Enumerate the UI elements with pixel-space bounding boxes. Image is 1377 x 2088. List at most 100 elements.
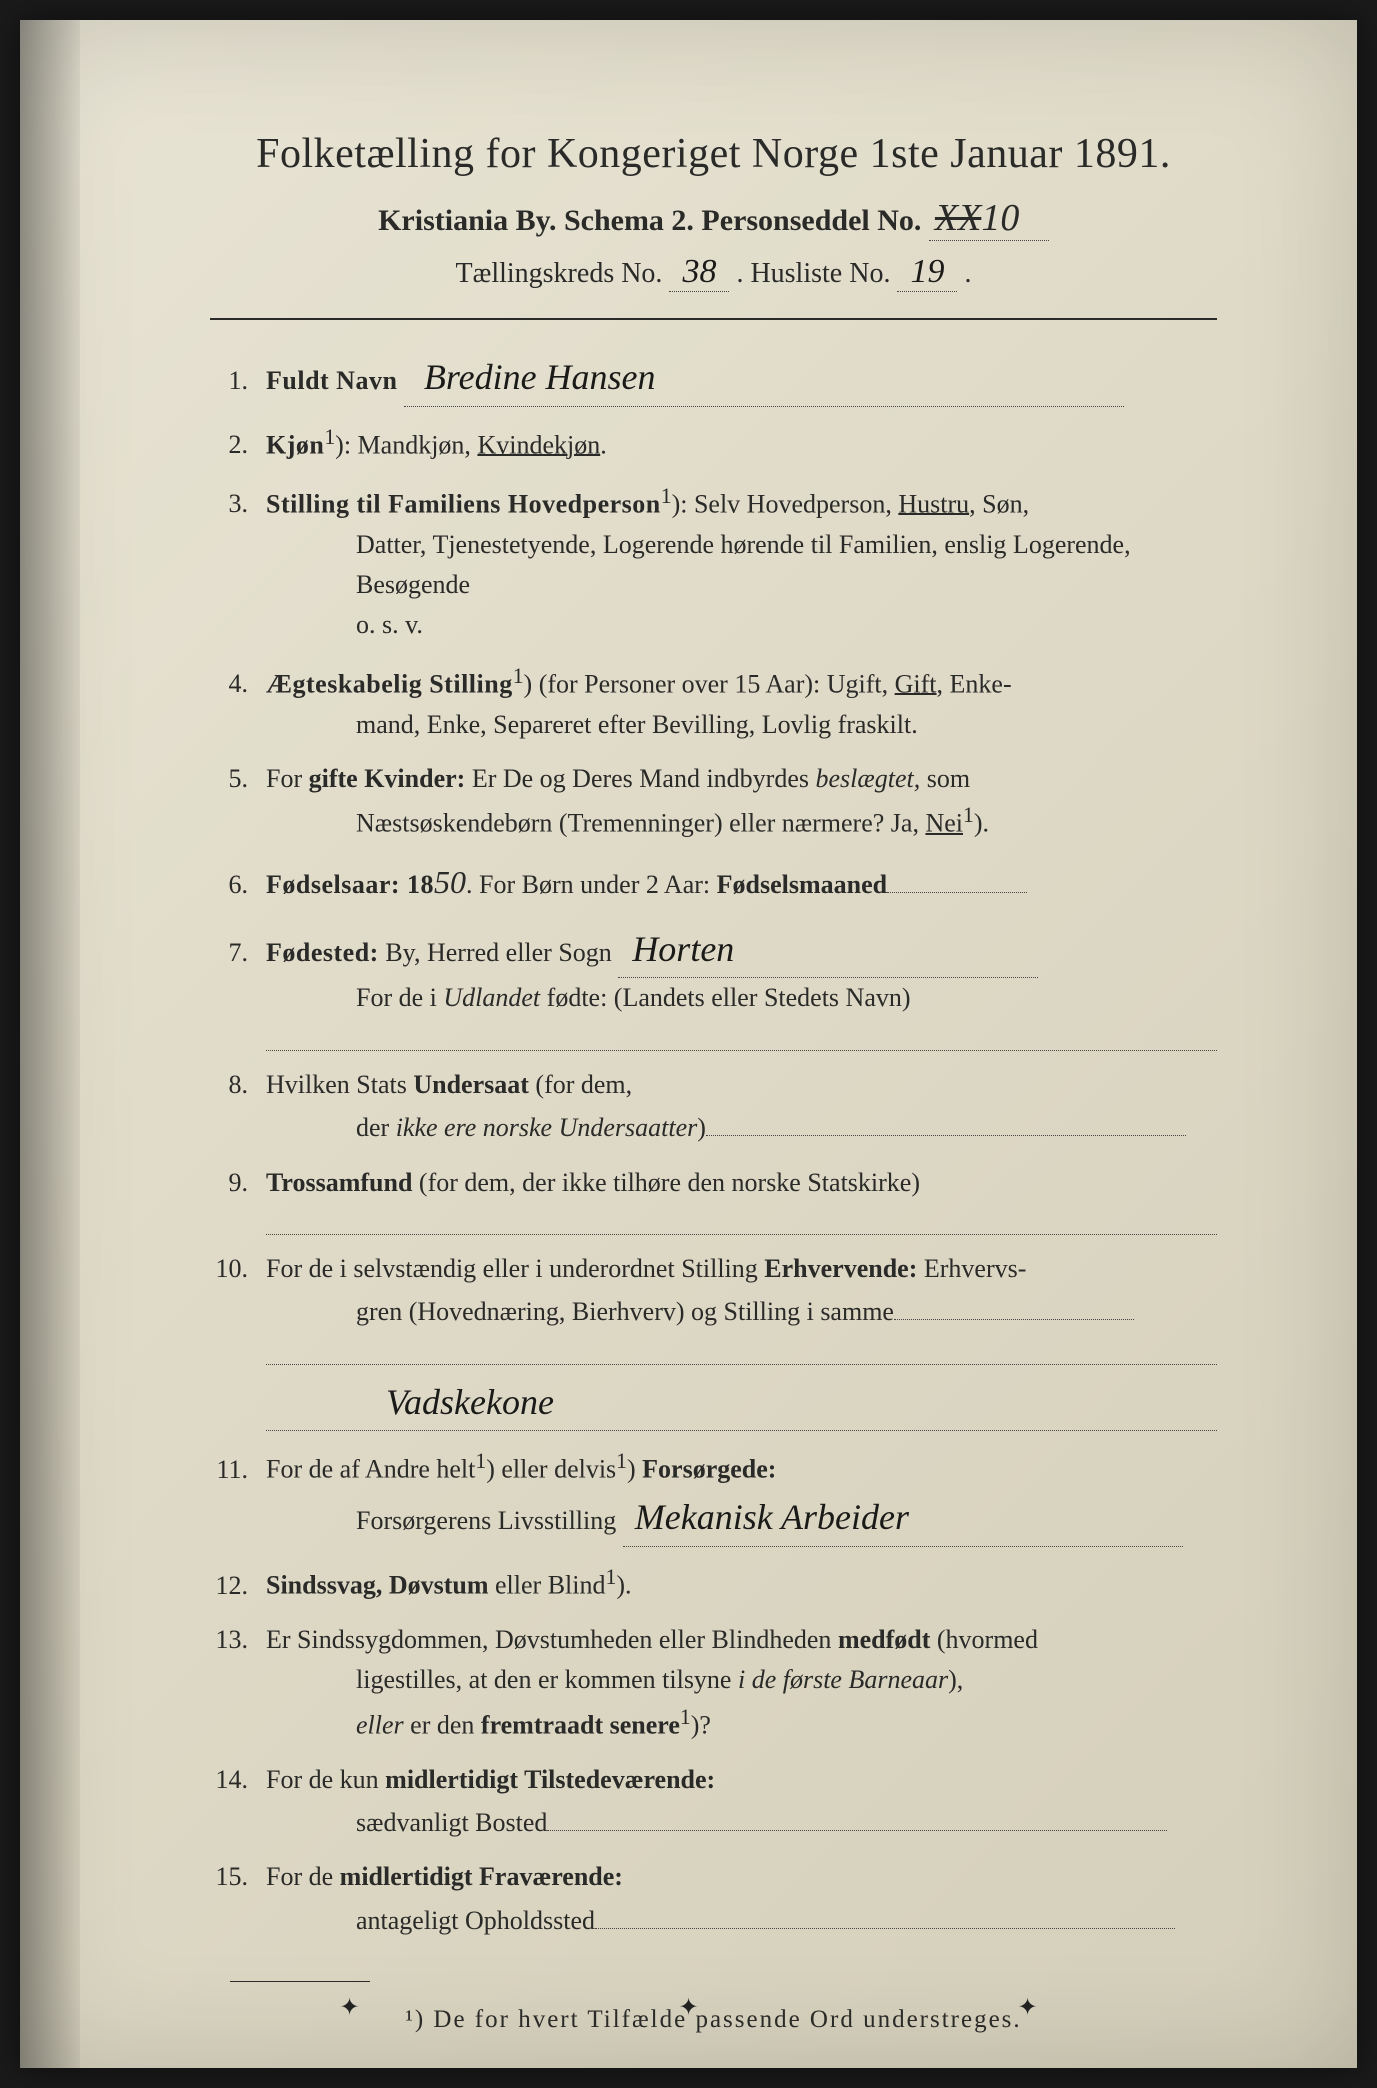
- t4e: mand, Enke, Separeret efter Bevilling, L…: [266, 705, 1217, 745]
- subsub-line: Tællingskreds No. 38 . Husliste No. 19 .: [210, 253, 1217, 292]
- line13-3: eller er den fremtraadt senere1)?: [266, 1701, 1217, 1746]
- header-rule: [210, 318, 1217, 320]
- person-no-field: XX10: [929, 196, 1049, 241]
- subtitle-line: Kristiania By. Schema 2. Personseddel No…: [210, 196, 1217, 241]
- husliste-label: . Husliste No.: [736, 258, 890, 289]
- t10a: For de i selvstændig eller i underordnet…: [266, 1254, 764, 1283]
- line15-2: antageligt Opholdssted: [266, 1898, 1217, 1941]
- t12b: eller Blind: [495, 1571, 605, 1600]
- t6c: Fødselsmaaned: [717, 870, 887, 899]
- nei: Nei: [925, 809, 963, 838]
- t13h: er den: [404, 1710, 481, 1739]
- t3b: ): Selv Hovedperson,: [672, 489, 899, 518]
- content-9: Trossamfund (for dem, der ikke tilhøre d…: [266, 1163, 1217, 1235]
- field-undersaat: [706, 1105, 1186, 1136]
- sup-3: 1: [661, 484, 672, 508]
- label-kjon: Kjøn: [266, 430, 324, 459]
- row-14: 14. For de kun midlertidigt Tilstedevære…: [210, 1760, 1217, 1844]
- t14c: sædvanligt Bosted: [356, 1808, 547, 1837]
- t8d: der: [356, 1113, 396, 1142]
- t8c: (for dem,: [529, 1070, 632, 1099]
- num-10: 10.: [210, 1249, 266, 1289]
- content-8: Hvilken Stats Undersaat (for dem, der ik…: [266, 1065, 1217, 1149]
- t10c: Erhvervs-: [917, 1254, 1026, 1283]
- pin-icon: ✦: [339, 1993, 359, 2022]
- t8e: ikke ere norske Undersaatter: [396, 1113, 698, 1142]
- sup-11a: 1: [475, 1449, 486, 1473]
- num-6: 6.: [210, 865, 266, 905]
- row-1: 1. Fuldt Navn Bredine Hansen: [210, 350, 1217, 407]
- t5e: som: [920, 764, 970, 793]
- row-15: 15. For de midlertidigt Fraværende: anta…: [210, 1857, 1217, 1941]
- content-1: Fuldt Navn Bredine Hansen: [266, 350, 1217, 407]
- t15a: For de: [266, 1862, 340, 1891]
- dot10a: [266, 1339, 1217, 1365]
- value-forsorger: Mekanisk Arbeider: [635, 1497, 909, 1537]
- field-erhverv: Vadskekone: [266, 1375, 1217, 1432]
- sup-4: 1: [513, 664, 524, 688]
- t7c: For de i: [356, 983, 443, 1012]
- label-fodested: Fødested:: [266, 938, 379, 967]
- t4b: ) (for Personer over 15 Aar): Ugift,: [524, 669, 895, 698]
- t14a: For de kun: [266, 1765, 385, 1794]
- t9b: (for dem, der ikke tilhøre den norske St…: [412, 1168, 920, 1197]
- t2d: .: [600, 430, 607, 459]
- t8f: ): [697, 1113, 706, 1142]
- t15c: antageligt Opholdssted: [356, 1906, 595, 1935]
- content-14: For de kun midlertidigt Tilstedeværende:…: [266, 1760, 1217, 1844]
- content-11: For de af Andre helt1) eller delvis1) Fo…: [266, 1445, 1217, 1547]
- sup-13: 1: [680, 1705, 691, 1729]
- value-erhverv: Vadskekone: [386, 1382, 554, 1422]
- line10-2: gren (Hovednæring, Bierhverv) og Stillin…: [266, 1289, 1217, 1332]
- t5f: Næstsøskendebørn (Tremenninger) eller næ…: [356, 809, 925, 838]
- label-stilling: Stilling til Familiens Hovedperson: [266, 489, 661, 518]
- line14-2: sædvanligt Bosted: [266, 1800, 1217, 1843]
- t13e: i de første Barneaar: [738, 1665, 948, 1694]
- binding-pins: ✦ ✦ ✦: [20, 1993, 1357, 2022]
- t11d: Forsørgede:: [642, 1455, 776, 1484]
- pin-icon: ✦: [1017, 1993, 1037, 2022]
- t12c: ).: [616, 1571, 631, 1600]
- t5d: beslægtet,: [816, 764, 921, 793]
- field-opholdssted: [595, 1898, 1175, 1929]
- line7-2: For de i Udlandet fødte: (Landets eller …: [266, 978, 1217, 1018]
- content-10: For de i selvstændig eller i underordnet…: [266, 1249, 1217, 1432]
- row-13: 13. Er Sindssygdommen, Døvstumheden elle…: [210, 1620, 1217, 1746]
- content-2: Kjøn1): Mandkjøn, Kvindekjøn.: [266, 421, 1217, 466]
- person-no-value: 10: [981, 197, 1019, 239]
- content-13: Er Sindssygdommen, Døvstumheden eller Bl…: [266, 1620, 1217, 1746]
- t7d: Udlandet: [443, 983, 540, 1012]
- subtitle-prefix: Kristiania By. Schema 2. Personseddel No…: [378, 204, 921, 237]
- t7b: By, Herred eller Sogn: [379, 938, 612, 967]
- content-4: Ægteskabelig Stilling1) (for Personer ov…: [266, 660, 1217, 745]
- field-name: Bredine Hansen: [404, 350, 1124, 407]
- num-9: 9.: [210, 1163, 266, 1203]
- t13f: ),: [948, 1665, 963, 1694]
- census-form-page: Folketælling for Kongeriget Norge 1ste J…: [20, 20, 1357, 2068]
- t9a: Trossamfund: [266, 1168, 412, 1197]
- row-4: 4. Ægteskabelig Stilling1) (for Personer…: [210, 660, 1217, 745]
- t6b: . For Børn under 2 Aar:: [466, 870, 717, 899]
- num-15: 15.: [210, 1857, 266, 1897]
- sup-2: 1: [324, 425, 335, 449]
- row-3: 3. Stilling til Familiens Hovedperson1):…: [210, 480, 1217, 646]
- t11b: ) eller delvis: [486, 1455, 616, 1484]
- kreds-label: Tællingskreds No.: [456, 258, 663, 289]
- line8-2: der ikke ere norske Undersaatter): [266, 1105, 1217, 1148]
- content-5: For gifte Kvinder: Er De og Deres Mand i…: [266, 759, 1217, 844]
- row-6: 6. Fødselsaar: 1850. For Børn under 2 Aa…: [210, 858, 1217, 908]
- num-4: 4.: [210, 664, 266, 704]
- row-9: 9. Trossamfund (for dem, der ikke tilhør…: [210, 1163, 1217, 1235]
- hustru: Hustru: [898, 489, 969, 518]
- content-3: Stilling til Familiens Hovedperson1): Se…: [266, 480, 1217, 646]
- num-8: 8.: [210, 1065, 266, 1105]
- row-11: 11. For de af Andre helt1) eller delvis1…: [210, 1445, 1217, 1547]
- value-name: Bredine Hansen: [424, 357, 656, 397]
- field-bosted: [547, 1800, 1167, 1831]
- field-10a: [894, 1289, 1134, 1320]
- line13-2: ligestilles, at den er kommen tilsyne i …: [266, 1660, 1217, 1700]
- subsub-period: .: [964, 258, 971, 289]
- t5c: Er De og Deres Mand indbyrdes: [465, 764, 815, 793]
- t13i: fremtraadt senere: [481, 1710, 680, 1739]
- value-fodested: Horten: [632, 929, 734, 969]
